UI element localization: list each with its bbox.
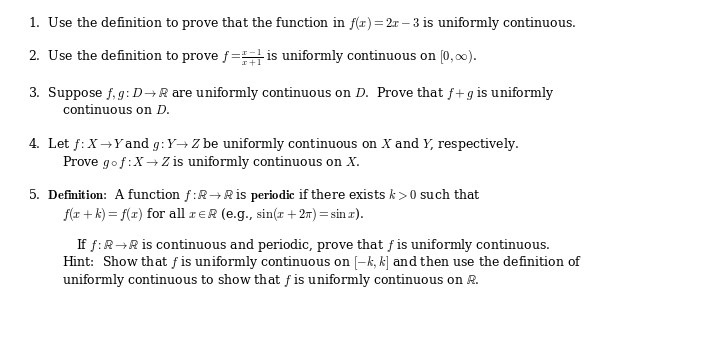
Text: 1.  Use the definition to prove that the function in $f(x) = 2x - 3$ is uniforml: 1. Use the definition to prove that the … xyxy=(28,14,577,32)
Text: 2.  Use the definition to prove $f = \frac{x-1}{x+1}$ is uniformly continuous on: 2. Use the definition to prove $f = \fra… xyxy=(28,48,477,69)
Text: If $f : \mathbb{R} \rightarrow \mathbb{R}$ is continuous and periodic, prove tha: If $f : \mathbb{R} \rightarrow \mathbb{R… xyxy=(76,237,550,253)
Text: uniformly continuous to show that $f$ is uniformly continuous on $\mathbb{R}$.: uniformly continuous to show that $f$ is… xyxy=(62,272,479,289)
Text: 4.  Let $f : X \rightarrow Y$ and $g : Y \rightarrow Z$ be uniformly continuous : 4. Let $f : X \rightarrow Y$ and $g : Y … xyxy=(28,136,520,153)
Text: 5.  $\bf{Definition}$:  A function $f : \mathbb{R} \rightarrow \mathbb{R}$ is $\: 5. $\bf{Definition}$: A function $f : \m… xyxy=(28,187,481,204)
Text: 3.  Suppose $f, g : D \rightarrow \mathbb{R}$ are uniformly continuous on $D$.  : 3. Suppose $f, g : D \rightarrow \mathbb… xyxy=(28,85,554,102)
Text: Hint:  Show that $f$ is uniformly continuous on $[-k, k]$ and then use the defin: Hint: Show that $f$ is uniformly continu… xyxy=(62,254,582,272)
Text: $f(x + k) = f(x)$ for all $x \in \mathbb{R}$ (e.g., $\sin(x + 2\pi) = \sin x$).: $f(x + k) = f(x)$ for all $x \in \mathbb… xyxy=(62,205,364,223)
Text: Prove $g \circ f : X \rightarrow Z$ is uniformly continuous on $X$.: Prove $g \circ f : X \rightarrow Z$ is u… xyxy=(62,154,361,171)
Text: continuous on $D$.: continuous on $D$. xyxy=(62,103,170,117)
